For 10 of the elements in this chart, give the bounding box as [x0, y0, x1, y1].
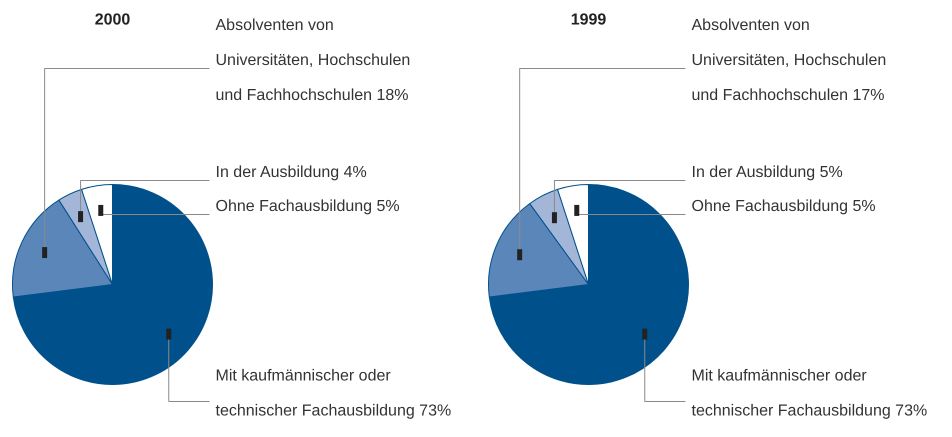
slice-label: Ohne Fachausbildung 5% — [216, 198, 400, 215]
slice-label: Mit kaufmännischer oder technischer Fachausbildung 73% — [216, 368, 452, 420]
slice-label: Absolventen von Universitäten, Hochschulen und Fachhochschulen 18% — [216, 17, 410, 104]
chart-title: 1999 — [570, 12, 606, 28]
slice-label: Mit kaufmännischer oder technischer Fachausbildung 73% — [692, 368, 928, 420]
slice-label: Absolventen von Universitäten, Hochschulen und Fachhochschulen 17% — [692, 17, 886, 104]
slice-label: In der Ausbildung 5% — [692, 164, 843, 181]
chart-title: 2000 — [94, 12, 130, 28]
slice-label: Ohne Fachausbildung 5% — [692, 198, 876, 215]
slice-label: In der Ausbildung 4% — [216, 164, 367, 181]
